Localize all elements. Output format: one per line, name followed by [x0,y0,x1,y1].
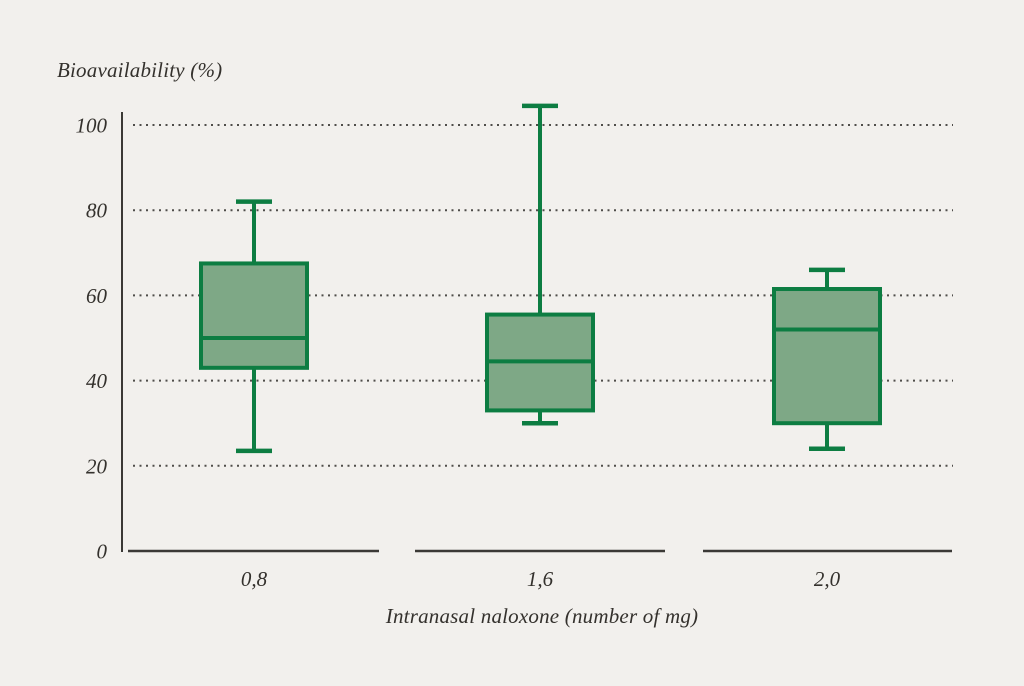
y-tick-label-80: 80 [86,199,108,223]
box-2,0-iqr [772,287,882,426]
y-tick-label-40: 40 [86,369,108,393]
y-tick-label-20: 20 [86,454,108,478]
y-tick-label-0: 0 [97,540,108,564]
y-tick-label-100: 100 [76,114,108,138]
y-axis-title: Bioavailability (%) [57,58,223,82]
box-0,8-iqr [199,261,309,370]
x-tick-label-0,8: 0,8 [241,567,268,591]
y-tick-label-60: 60 [86,284,108,308]
x-tick-label-1,6: 1,6 [527,567,554,591]
x-tick-label-2,0: 2,0 [814,567,841,591]
x-axis-title: Intranasal naloxone (number of mg) [385,604,699,628]
